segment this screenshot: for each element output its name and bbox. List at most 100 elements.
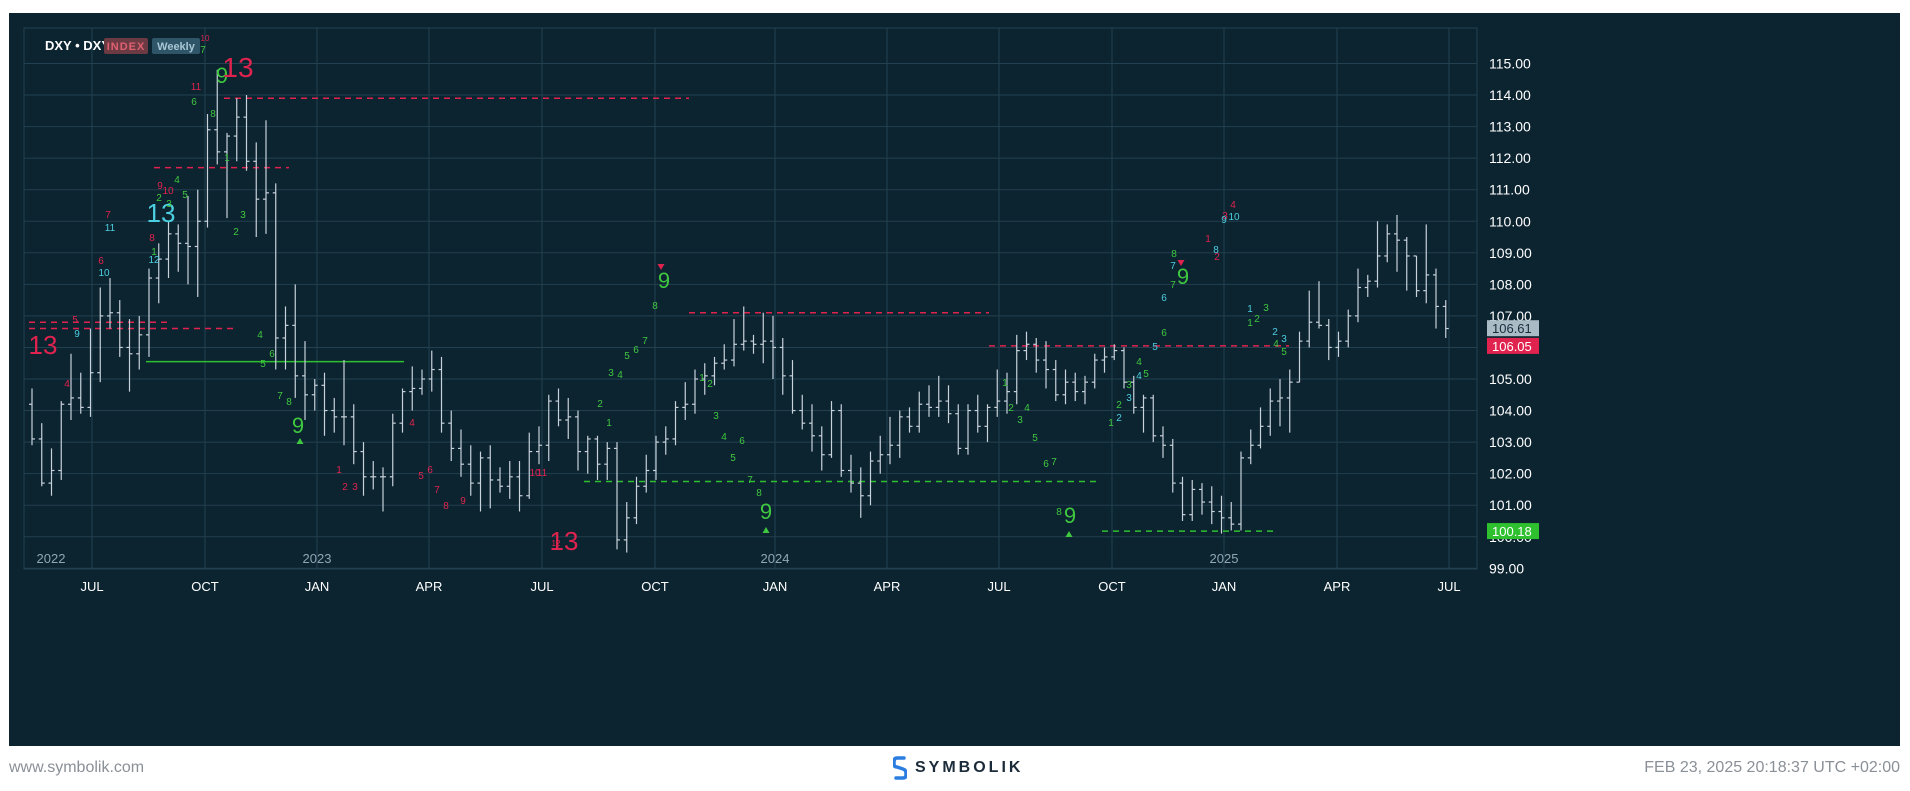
ohlc-bar xyxy=(487,445,494,509)
ohlc-bar xyxy=(1199,483,1205,515)
td-count-label: 7 xyxy=(105,210,111,221)
footer: www.symbolik.com SYMBOLIK FEB 23, 2025 2… xyxy=(0,746,1910,791)
ohlc-bar xyxy=(1384,224,1391,263)
td-count-label: 5 xyxy=(624,351,630,362)
td-count-label: 2 xyxy=(1116,400,1122,411)
td-count-label: 8 xyxy=(286,397,292,408)
td-count-label: 9 xyxy=(216,63,228,88)
td-count-label: 10 xyxy=(529,468,541,479)
ohlc-bar xyxy=(994,369,1001,417)
td-count-label: 7 xyxy=(1170,261,1176,272)
ohlc-bar xyxy=(331,397,338,433)
ohlc-bar xyxy=(1228,502,1235,531)
ohlc-bar xyxy=(116,300,123,357)
td-count-label: 6 xyxy=(633,345,639,356)
year-label: 2025 xyxy=(1210,551,1239,566)
td-count-label: 12 xyxy=(552,539,561,548)
td-count-label: 7 xyxy=(1051,457,1057,468)
y-tick-label: 103.00 xyxy=(1489,434,1532,450)
td-count-label: 8 xyxy=(1056,507,1062,518)
x-tick-label: JAN xyxy=(305,579,330,594)
td-count-label: 13 xyxy=(147,198,176,228)
ohlc-bar xyxy=(126,319,133,392)
last-price-label-box xyxy=(1487,320,1539,337)
axes: 99.00100.00101.00102.00103.00104.00105.0… xyxy=(37,56,1539,594)
ohlc-bar xyxy=(341,360,347,446)
ohlc-bar xyxy=(750,334,757,354)
td-count-label: 5 xyxy=(1281,347,1287,358)
ohlc-bar xyxy=(1247,429,1254,465)
td-count-label: 12 xyxy=(148,255,160,266)
ohlc-bar xyxy=(555,388,562,427)
ohlc-bar xyxy=(1296,331,1303,383)
website-link[interactable]: www.symbolik.com xyxy=(9,759,145,776)
ohlc-bar xyxy=(1013,334,1020,405)
ohlc-bar xyxy=(38,423,45,487)
x-tick-label: OCT xyxy=(641,579,669,594)
brand-name: SYMBOLIK xyxy=(915,759,1024,776)
td-count-label: 1 xyxy=(1205,234,1211,245)
td-count-label: 6 xyxy=(1161,328,1167,339)
td-count-label: 9 xyxy=(658,268,670,293)
td-count-label: 9 xyxy=(292,413,304,438)
ohlc-bar xyxy=(721,344,728,370)
ohlc-bar xyxy=(282,306,289,370)
ohlc-bar xyxy=(136,315,143,370)
chart-panel[interactable]: 13 4 5 9 6 10 7 11 8 12 1 13 9 2 10 3 4 5 6 11 7 10 8 9 1 13 3 2 4 6 5… xyxy=(9,13,1900,746)
ohlc-bar xyxy=(409,366,416,411)
ohlc-bar xyxy=(536,426,542,465)
ohlc-bar xyxy=(175,224,182,272)
year-label: 2022 xyxy=(37,551,66,566)
td-count-label: 6 xyxy=(98,256,104,267)
ohlc-bar xyxy=(633,476,640,525)
ohlc-bar xyxy=(584,435,591,474)
td-count-label: 2 xyxy=(1272,327,1278,338)
grid-lines xyxy=(23,27,1478,570)
ohlc-bar xyxy=(789,360,796,414)
td-count-label: 3 xyxy=(240,210,246,221)
ohlc-bar xyxy=(1335,331,1342,357)
price-chart[interactable]: 1345961071181211392103456117108911332465… xyxy=(9,13,1900,746)
red-level-label: 106.05 xyxy=(1492,339,1532,354)
td-count-label: 6 xyxy=(739,436,745,447)
ohlc-bar xyxy=(68,353,74,421)
ohlc-bar xyxy=(896,410,903,458)
td-count-label: 3 xyxy=(1222,211,1228,222)
ohlc-bar xyxy=(1091,353,1098,389)
td-count-label: 1 xyxy=(606,418,612,429)
ohlc-bar xyxy=(1072,372,1079,402)
td-count-label: 4 xyxy=(1136,357,1142,368)
ohlc-bar xyxy=(1277,379,1283,427)
td-count-label: 2 xyxy=(233,227,239,238)
td-count-label: 10 xyxy=(1228,212,1240,223)
td-count-label: 8 xyxy=(652,301,658,312)
symbolik-logo-icon xyxy=(893,756,907,780)
ohlc-bar xyxy=(1160,426,1166,458)
td-count-label: 7 xyxy=(277,391,283,402)
ohlc-bar xyxy=(146,268,152,357)
ohlc-bar xyxy=(1403,237,1410,291)
ohlc-bar xyxy=(370,461,377,490)
ohlc-bar xyxy=(1140,394,1147,433)
ohlc-bar xyxy=(740,306,747,351)
ohlc-bar xyxy=(399,388,406,433)
ohlc-bar xyxy=(233,98,240,162)
x-tick-label: APR xyxy=(416,579,443,594)
td-count-label: 7 xyxy=(200,45,206,56)
ohlc-bar xyxy=(926,385,932,417)
td-count-label: 5 xyxy=(260,359,266,370)
ohlc-bar xyxy=(575,410,581,471)
x-tick-label: APR xyxy=(1324,579,1351,594)
td-count-label: 6 xyxy=(191,97,197,108)
td-count-label: 9 xyxy=(157,181,163,192)
ohlc-bar xyxy=(1364,274,1371,297)
interval-badge[interactable] xyxy=(152,38,200,54)
ohlc-bar xyxy=(614,442,620,550)
td-count-label: 10 xyxy=(201,34,210,43)
ohlc-bar xyxy=(467,445,474,496)
ohlc-bar xyxy=(760,312,767,364)
td-count-label: 3 xyxy=(1017,415,1023,426)
support-resistance-lines xyxy=(29,97,1289,532)
td-count-label: 6 xyxy=(1043,459,1049,470)
ohlc-bar xyxy=(1033,337,1040,373)
